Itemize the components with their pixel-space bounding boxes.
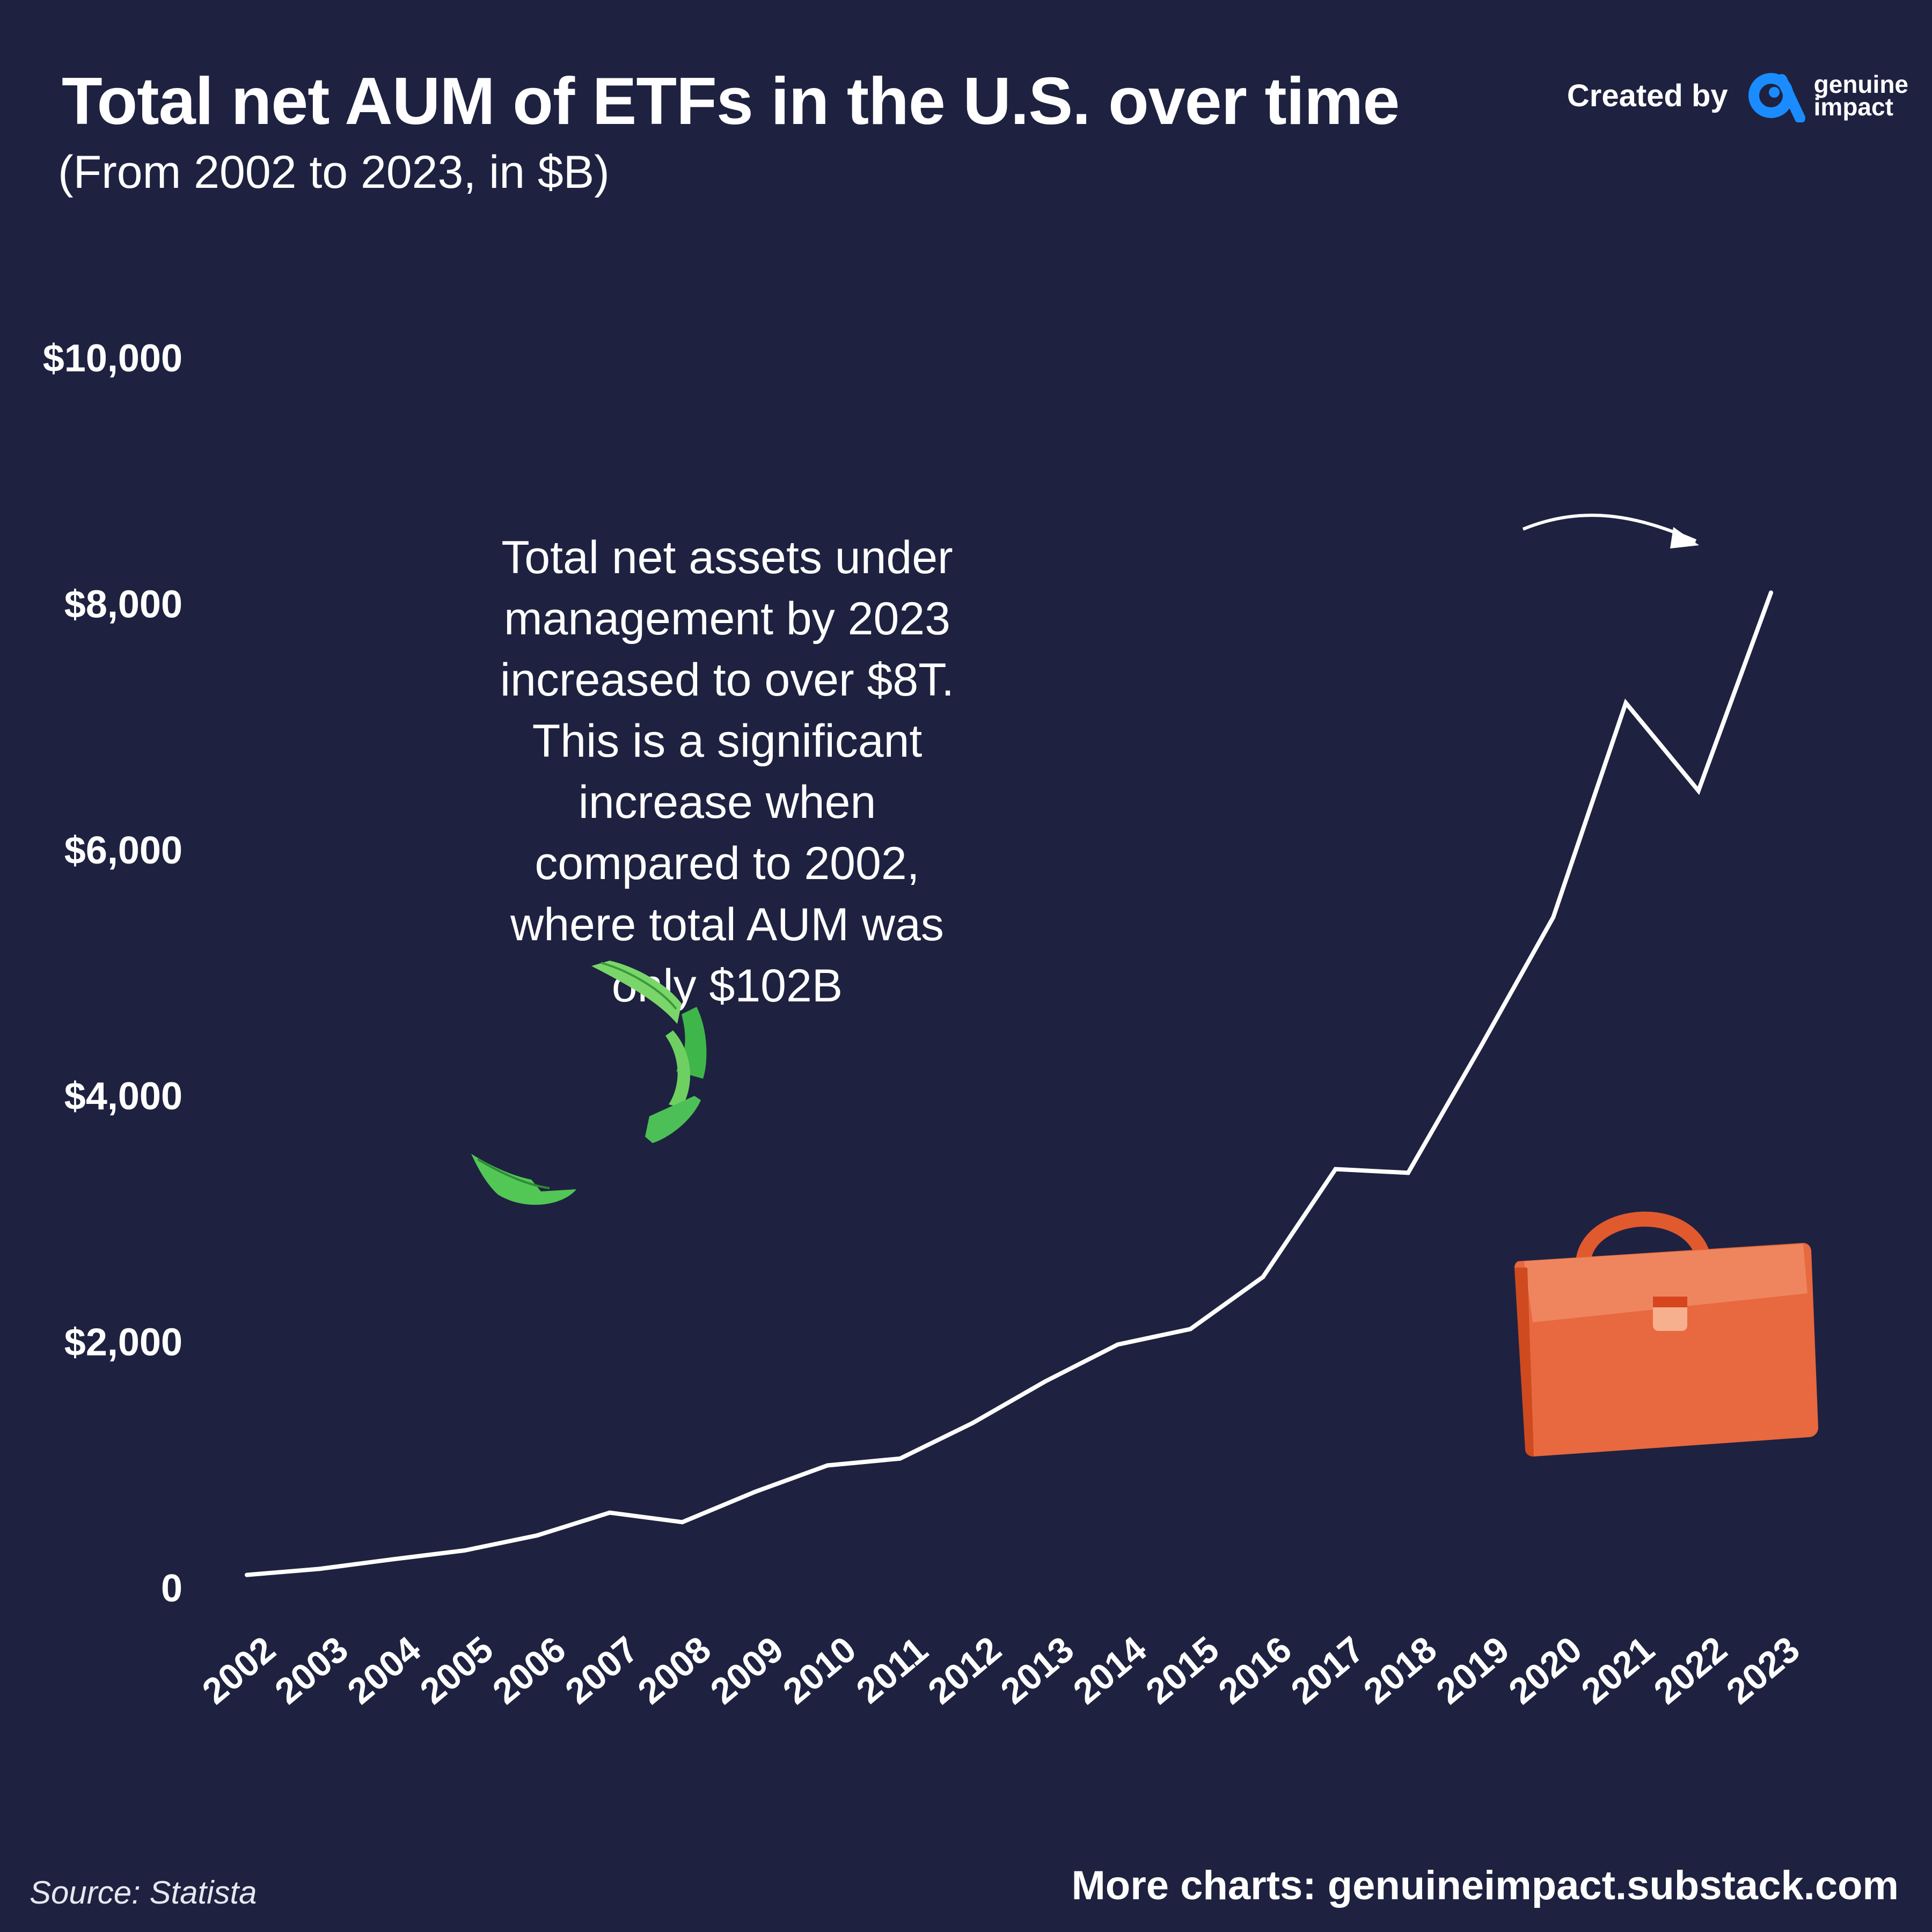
chart-title: Total net AUM of ETFs in the U.S. over t… <box>62 64 1400 138</box>
x-tick-label: 2019 <box>1429 1629 1517 1712</box>
data-point <box>970 1421 975 1425</box>
brand-name-line1: genuine <box>1813 70 1908 98</box>
data-point <box>462 1548 467 1553</box>
briefcase-icon <box>1514 1211 1818 1457</box>
x-tick-label: 2010 <box>775 1629 864 1712</box>
x-tick-label: 2023 <box>1719 1629 1807 1712</box>
data-point <box>1551 915 1556 920</box>
x-tick-label: 2004 <box>340 1629 428 1713</box>
data-point <box>535 1533 539 1538</box>
x-tick-label: 2021 <box>1574 1629 1662 1712</box>
created-by-label: Created by <box>1567 78 1728 113</box>
y-tick-label: $2,000 <box>64 1321 182 1364</box>
data-point <box>1406 1170 1410 1175</box>
data-point <box>1479 1044 1483 1049</box>
data-point <box>680 1520 685 1525</box>
annotation-text: Total net assets under management by 202… <box>500 532 955 1012</box>
x-tick-label: 2014 <box>1066 1629 1154 1713</box>
data-point <box>1043 1379 1048 1384</box>
x-tick-label: 2022 <box>1646 1629 1735 1712</box>
x-tick-label: 2006 <box>485 1629 574 1712</box>
brand-name: genuine impact <box>1813 70 1908 121</box>
data-point <box>1188 1327 1193 1331</box>
x-tick-label: 2011 <box>848 1629 935 1711</box>
x-tick-label: 2005 <box>413 1629 501 1712</box>
source-note: Source: Statista <box>30 1875 257 1911</box>
x-tick-label: 2008 <box>630 1629 719 1712</box>
data-point <box>752 1489 757 1494</box>
y-tick-label: $8,000 <box>64 583 182 626</box>
data-point <box>1115 1342 1120 1347</box>
data-point <box>1623 700 1628 705</box>
series-group <box>245 590 1773 1577</box>
data-point <box>1696 788 1701 793</box>
data-point <box>390 1557 394 1562</box>
x-tick-label: 2009 <box>703 1629 792 1712</box>
y-tick-label: $6,000 <box>64 829 182 872</box>
x-axis: 2002200320042005200620072008200920102011… <box>195 1629 1807 1713</box>
data-point <box>1261 1275 1265 1279</box>
x-tick-label: 2007 <box>558 1629 646 1712</box>
genuine-impact-logo-icon <box>1748 73 1805 122</box>
data-point <box>825 1463 830 1468</box>
x-tick-label: 2015 <box>1138 1629 1227 1712</box>
annotation-arrow <box>1522 514 1697 543</box>
data-point <box>608 1510 612 1515</box>
x-tick-label: 2017 <box>1283 1629 1372 1712</box>
y-tick-label: $4,000 <box>64 1075 182 1118</box>
brand-credit[interactable]: Created by genuine impact <box>1567 69 1908 122</box>
y-tick-label: 0 <box>161 1567 182 1610</box>
x-tick-label: 2013 <box>993 1629 1081 1712</box>
brand-name-line2: impact <box>1813 93 1893 121</box>
data-point <box>317 1567 322 1571</box>
y-axis: 0 $2,000 $4,000 $6,000 $8,000 $10,000 <box>43 337 182 1610</box>
y-tick-label: $10,000 <box>43 337 182 380</box>
more-charts-link[interactable]: More charts: genuineimpact.substack.com <box>1071 1863 1899 1908</box>
x-tick-label: 2003 <box>267 1629 356 1712</box>
series-line <box>246 591 1773 1577</box>
data-point <box>245 1572 249 1577</box>
annotation-arrowhead-icon <box>1670 527 1699 548</box>
data-point <box>1769 590 1773 595</box>
x-tick-label: 2012 <box>920 1629 1009 1712</box>
data-point <box>898 1456 903 1461</box>
x-tick-label: 2020 <box>1501 1629 1590 1712</box>
x-tick-label: 2002 <box>195 1629 283 1712</box>
x-tick-label: 2018 <box>1356 1629 1445 1712</box>
data-point <box>1333 1167 1338 1172</box>
x-tick-label: 2016 <box>1211 1629 1299 1712</box>
flying-money-icon <box>471 961 707 1205</box>
chart-subtitle: (From 2002 to 2023, in $B) <box>58 147 610 198</box>
